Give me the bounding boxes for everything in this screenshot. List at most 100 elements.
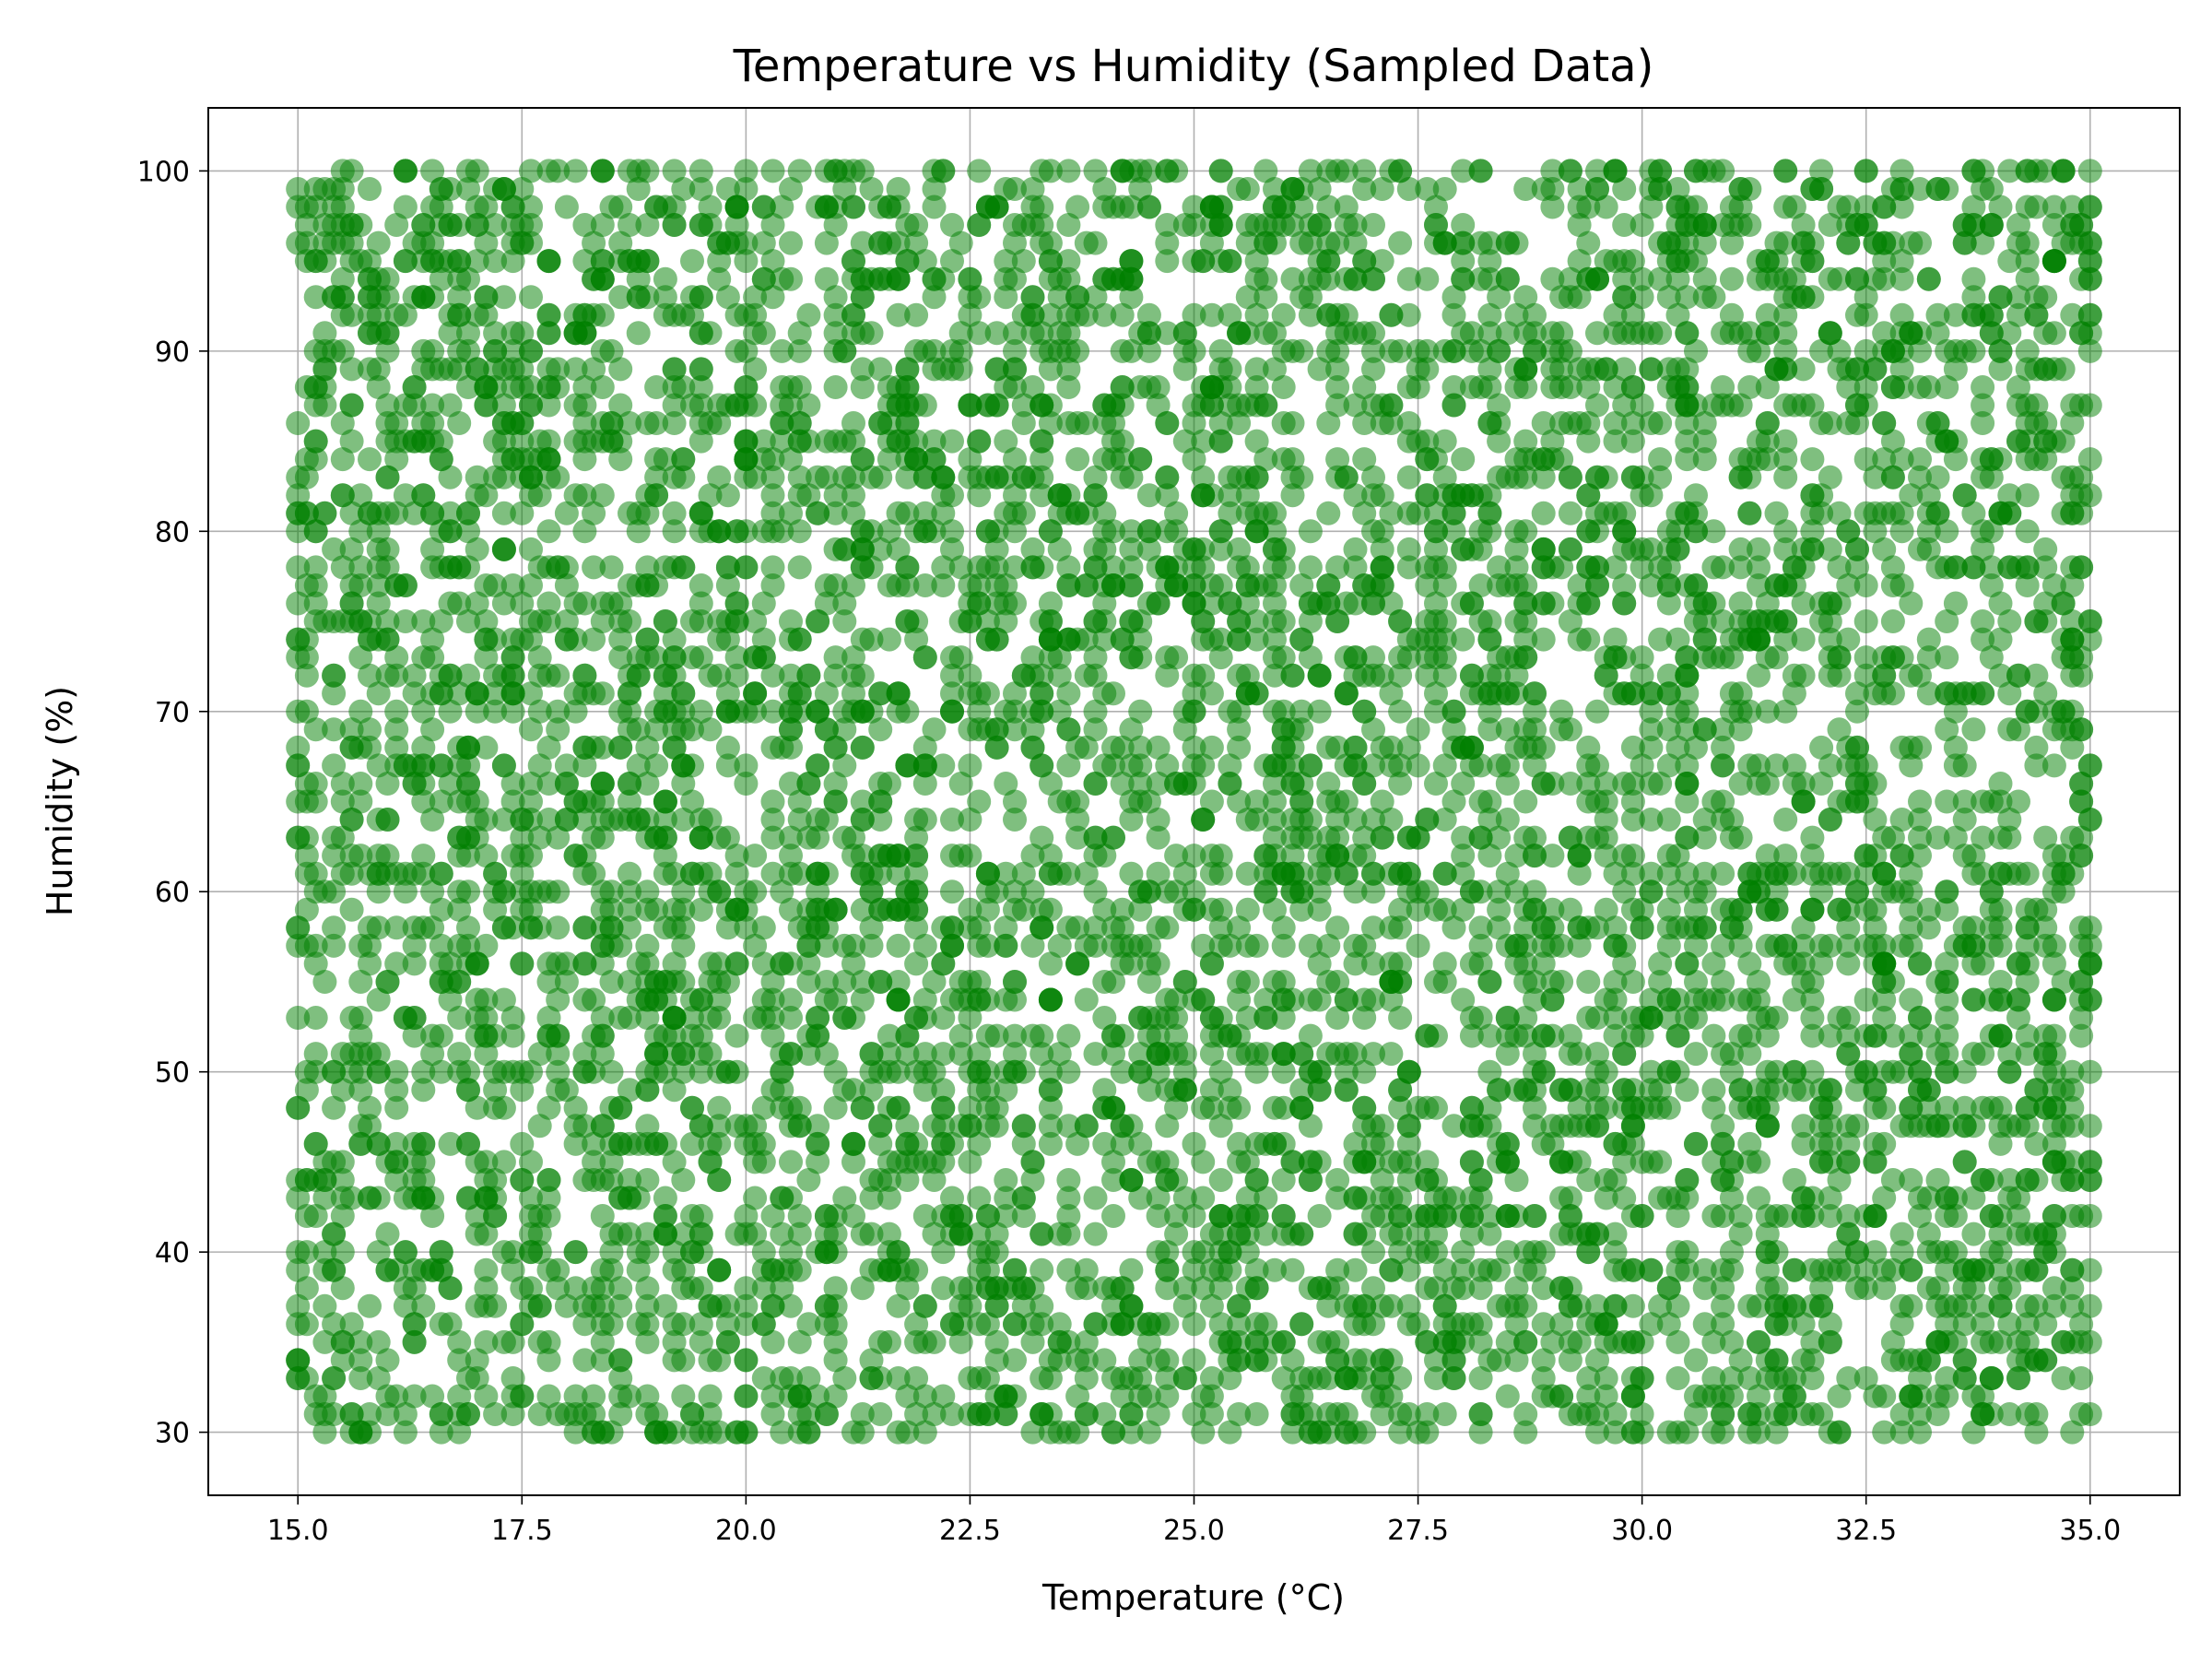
- data-point: [564, 159, 588, 183]
- data-point: [868, 717, 892, 741]
- data-point: [1487, 898, 1511, 922]
- data-point: [824, 375, 848, 399]
- data-point: [1648, 411, 1672, 435]
- data-point: [1828, 1006, 1852, 1030]
- data-point: [1675, 1078, 1699, 1102]
- data-point: [555, 195, 579, 219]
- data-point: [1308, 664, 1332, 688]
- data-point: [1182, 1312, 1206, 1336]
- data-point: [537, 808, 561, 832]
- data-point: [635, 1276, 659, 1300]
- data-point: [1299, 1421, 1323, 1445]
- data-point: [1388, 915, 1412, 939]
- data-point: [725, 1222, 749, 1246]
- data-point: [286, 195, 310, 219]
- data-point: [1245, 357, 1269, 381]
- data-point: [1012, 411, 1036, 435]
- data-point: [868, 195, 892, 219]
- data-point: [779, 267, 803, 291]
- data-point: [1559, 1348, 1583, 1372]
- data-point: [913, 808, 937, 832]
- data-point: [1469, 1258, 1493, 1282]
- data-point: [887, 1096, 911, 1120]
- data-point: [644, 1060, 668, 1084]
- data-point: [1971, 1258, 1994, 1282]
- data-point: [2060, 1150, 2084, 1174]
- data-point: [1773, 700, 1797, 724]
- data-point: [761, 213, 785, 237]
- data-point: [1854, 609, 1878, 633]
- data-point: [1809, 1402, 1833, 1426]
- data-point: [887, 303, 911, 327]
- data-point: [671, 1385, 695, 1409]
- data-point: [2033, 537, 2057, 561]
- data-point: [1245, 628, 1269, 652]
- data-point: [806, 826, 830, 850]
- data-point: [2060, 1421, 2084, 1445]
- data-point: [1639, 736, 1663, 760]
- data-point: [743, 394, 767, 418]
- data-point: [1908, 231, 1932, 255]
- data-point: [707, 1096, 731, 1120]
- data-point: [940, 645, 964, 669]
- data-point: [841, 681, 865, 705]
- data-point: [680, 753, 704, 777]
- data-point: [1236, 862, 1260, 886]
- data-point: [1881, 466, 1905, 490]
- data-point: [1496, 267, 1520, 291]
- data-point: [1532, 1312, 1556, 1336]
- data-point: [572, 519, 596, 543]
- data-point: [1308, 700, 1332, 724]
- data-point: [940, 879, 964, 903]
- data-point: [1953, 1150, 1977, 1174]
- data-point: [752, 645, 776, 669]
- data-point: [1935, 1006, 1959, 1030]
- data-point: [949, 1294, 973, 1318]
- data-point: [2078, 1402, 2102, 1426]
- data-point: [439, 592, 463, 616]
- data-point: [841, 411, 865, 435]
- data-point: [1792, 1078, 1816, 1102]
- data-point: [1469, 915, 1493, 939]
- data-point: [1182, 537, 1206, 561]
- data-point: [1684, 1132, 1708, 1156]
- data-point: [465, 951, 489, 975]
- data-point: [1684, 159, 1708, 183]
- data-point: [1173, 357, 1197, 381]
- data-point: [555, 1078, 579, 1102]
- data-point: [1299, 592, 1323, 616]
- data-point: [1344, 1222, 1368, 1246]
- data-point: [1056, 790, 1080, 814]
- data-point: [725, 339, 749, 363]
- data-point: [1263, 609, 1287, 633]
- data-point: [1084, 645, 1108, 669]
- data-point: [761, 1402, 785, 1426]
- data-point: [1908, 537, 1932, 561]
- data-point: [519, 483, 543, 507]
- data-point: [788, 483, 812, 507]
- data-point: [1101, 736, 1125, 760]
- data-point: [1783, 1258, 1806, 1282]
- data-point: [1559, 159, 1583, 183]
- data-point: [1155, 915, 1179, 939]
- data-point: [474, 609, 498, 633]
- data-point: [1971, 609, 1994, 633]
- data-point: [429, 1312, 453, 1336]
- data-point: [572, 988, 596, 1012]
- data-point: [1200, 951, 1224, 975]
- data-point: [1675, 790, 1699, 814]
- data-point: [2042, 195, 2066, 219]
- data-point: [985, 879, 1009, 903]
- data-point: [635, 898, 659, 922]
- data-point: [1765, 357, 1789, 381]
- data-point: [1056, 411, 1080, 435]
- data-point: [841, 303, 865, 327]
- data-point: [1576, 1006, 1600, 1030]
- data-point: [680, 862, 704, 886]
- data-point: [895, 466, 919, 490]
- data-point: [2024, 159, 2048, 183]
- data-point: [1325, 231, 1349, 255]
- data-point: [1773, 447, 1797, 471]
- data-point: [2078, 1060, 2102, 1084]
